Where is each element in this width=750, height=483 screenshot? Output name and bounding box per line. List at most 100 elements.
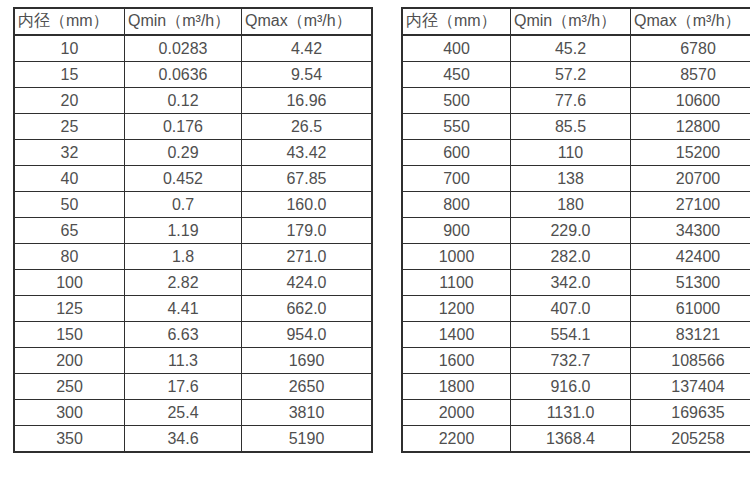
table-cell: 51300 [631, 270, 750, 296]
table-row: 320.2943.42 [14, 140, 372, 166]
table-cell: 20 [14, 88, 125, 114]
table-cell: 1368.4 [511, 426, 631, 453]
table-row: 1600732.7108566 [402, 348, 750, 374]
table-cell: 80 [14, 244, 125, 270]
table-row: 55085.512800 [402, 114, 750, 140]
table-row: 100.02834.42 [14, 35, 372, 62]
table-cell: 12800 [631, 114, 750, 140]
table-cell: 250 [14, 374, 125, 400]
column-header: 内径（mm） [402, 8, 511, 35]
table-cell: 0.12 [125, 88, 242, 114]
table-cell: 1000 [402, 244, 511, 270]
table-cell: 407.0 [511, 296, 631, 322]
flow-table-large-diameters: 内径（mm）Qmin（m³/h）Qmax（m³/h）40045.26780450… [401, 7, 750, 453]
table-cell: 1800 [402, 374, 511, 400]
table-cell: 1.8 [125, 244, 242, 270]
header-row: 内径（mm）Qmin（m³/h）Qmax（m³/h） [402, 8, 750, 35]
table-row: 25017.62650 [14, 374, 372, 400]
table-cell: 10 [14, 35, 125, 62]
table-cell: 4.41 [125, 296, 242, 322]
table-cell: 2.82 [125, 270, 242, 296]
table-cell: 26.5 [242, 114, 373, 140]
table-row: 60011015200 [402, 140, 750, 166]
table-cell: 3810 [242, 400, 373, 426]
column-header: 内径（mm） [14, 8, 125, 35]
table-cell: 45.2 [511, 35, 631, 62]
table-cell: 0.176 [125, 114, 242, 140]
table-cell: 10600 [631, 88, 750, 114]
table-cell: 271.0 [242, 244, 373, 270]
table-cell: 450 [402, 62, 511, 88]
table-row: 20011.31690 [14, 348, 372, 374]
table-row: 900229.034300 [402, 218, 750, 244]
table-cell: 34300 [631, 218, 750, 244]
table-cell: 600 [402, 140, 511, 166]
table-cell: 424.0 [242, 270, 373, 296]
table-row: 200.1216.96 [14, 88, 372, 114]
header-row: 内径（mm）Qmin（m³/h）Qmax（m³/h） [14, 8, 372, 35]
table-cell: 916.0 [511, 374, 631, 400]
table-cell: 43.42 [242, 140, 373, 166]
table-cell: 108566 [631, 348, 750, 374]
table-cell: 25 [14, 114, 125, 140]
table-cell: 1200 [402, 296, 511, 322]
table-cell: 1690 [242, 348, 373, 374]
table-cell: 0.452 [125, 166, 242, 192]
table-cell: 65 [14, 218, 125, 244]
table-cell: 137404 [631, 374, 750, 400]
table-cell: 800 [402, 192, 511, 218]
table-cell: 0.0283 [125, 35, 242, 62]
table-cell: 83121 [631, 322, 750, 348]
table-cell: 9.54 [242, 62, 373, 88]
table-row: 500.7160.0 [14, 192, 372, 218]
table-cell: 11.3 [125, 348, 242, 374]
table-cell: 205258 [631, 426, 750, 453]
table-cell: 700 [402, 166, 511, 192]
table-row: 1100342.051300 [402, 270, 750, 296]
table-cell: 6.63 [125, 322, 242, 348]
table-cell: 1131.0 [511, 400, 631, 426]
table-cell: 350 [14, 426, 125, 453]
table-cell: 77.6 [511, 88, 631, 114]
table-row: 22001368.4205258 [402, 426, 750, 453]
table-row: 20001131.0169635 [402, 400, 750, 426]
column-header: Qmin（m³/h） [125, 8, 242, 35]
table-row: 1000282.042400 [402, 244, 750, 270]
table-cell: 500 [402, 88, 511, 114]
column-header: Qmax（m³/h） [242, 8, 373, 35]
table-row: 30025.43810 [14, 400, 372, 426]
table-cell: 27100 [631, 192, 750, 218]
table-row: 70013820700 [402, 166, 750, 192]
table-cell: 954.0 [242, 322, 373, 348]
table-cell: 2650 [242, 374, 373, 400]
table-cell: 20700 [631, 166, 750, 192]
table-cell: 282.0 [511, 244, 631, 270]
table-cell: 4.42 [242, 35, 373, 62]
table-row: 1400554.183121 [402, 322, 750, 348]
table-cell: 15200 [631, 140, 750, 166]
table-cell: 342.0 [511, 270, 631, 296]
table-cell: 160.0 [242, 192, 373, 218]
table-row: 150.06369.54 [14, 62, 372, 88]
table-cell: 5190 [242, 426, 373, 453]
table-cell: 67.85 [242, 166, 373, 192]
table-cell: 0.29 [125, 140, 242, 166]
table-cell: 25.4 [125, 400, 242, 426]
table-row: 1002.82424.0 [14, 270, 372, 296]
table-row: 1200407.061000 [402, 296, 750, 322]
table-cell: 8570 [631, 62, 750, 88]
table-cell: 15 [14, 62, 125, 88]
table-cell: 150 [14, 322, 125, 348]
table-cell: 554.1 [511, 322, 631, 348]
table-cell: 100 [14, 270, 125, 296]
table-cell: 0.0636 [125, 62, 242, 88]
table-cell: 57.2 [511, 62, 631, 88]
table-row: 651.19179.0 [14, 218, 372, 244]
table-row: 40045.26780 [402, 35, 750, 62]
table-row: 1506.63954.0 [14, 322, 372, 348]
table-row: 801.8271.0 [14, 244, 372, 270]
table-row: 1800916.0137404 [402, 374, 750, 400]
table-cell: 180 [511, 192, 631, 218]
table-row: 45057.28570 [402, 62, 750, 88]
table-cell: 1400 [402, 322, 511, 348]
